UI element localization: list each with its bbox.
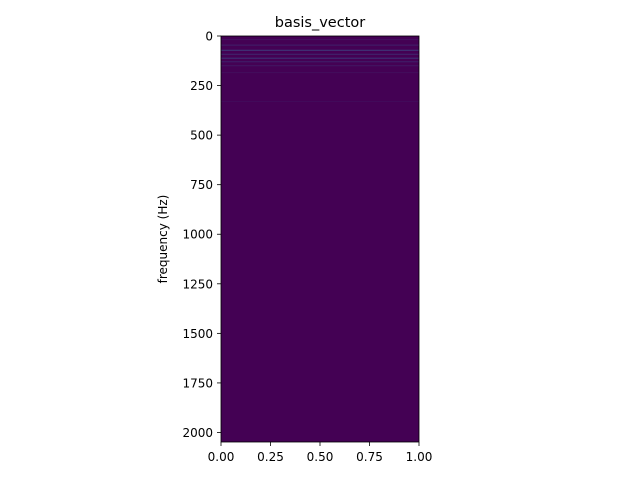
heatmap-row-1 bbox=[221, 44, 419, 46]
y-tick-label-4: 1000 bbox=[182, 228, 213, 242]
heatmap-row-8 bbox=[221, 100, 419, 102]
x-tick-label-0: 0.00 bbox=[208, 450, 235, 464]
y-tick-label-5: 1250 bbox=[182, 277, 213, 291]
y-tick-label-2: 500 bbox=[190, 129, 213, 143]
chart-title: basis_vector bbox=[275, 15, 366, 31]
y-tick-label-3: 750 bbox=[190, 178, 213, 192]
x-tick-label-4: 1.00 bbox=[406, 450, 433, 464]
y-axis-label: frequency (Hz) bbox=[156, 195, 170, 284]
y-tick-label-8: 2000 bbox=[182, 426, 213, 440]
heatmap-row-4 bbox=[221, 57, 419, 59]
x-tick-label-1: 0.25 bbox=[257, 450, 284, 464]
heatmap-row-2 bbox=[221, 49, 419, 51]
heatmap-row-6 bbox=[221, 65, 419, 67]
x-tick-label-2: 0.50 bbox=[307, 450, 334, 464]
y-tick-label-6: 1500 bbox=[182, 327, 213, 341]
y-tick-label-7: 1750 bbox=[182, 376, 213, 390]
heatmap-row-7 bbox=[221, 72, 419, 74]
x-tick-label-3: 0.75 bbox=[356, 450, 383, 464]
y-axis: 0 250 500 750 1000 1250 1500 1750 2000 bbox=[182, 30, 221, 440]
y-tick-label-0: 0 bbox=[205, 30, 213, 44]
heatmap-row-3 bbox=[221, 53, 419, 55]
x-axis: 0.00 0.25 0.50 0.75 1.00 bbox=[208, 442, 433, 464]
heatmap-background bbox=[221, 36, 419, 442]
y-tick-label-1: 250 bbox=[190, 79, 213, 93]
heatmap-row-0 bbox=[221, 39, 419, 41]
plot-area bbox=[220, 35, 420, 443]
heatmap-row-5 bbox=[221, 61, 419, 63]
